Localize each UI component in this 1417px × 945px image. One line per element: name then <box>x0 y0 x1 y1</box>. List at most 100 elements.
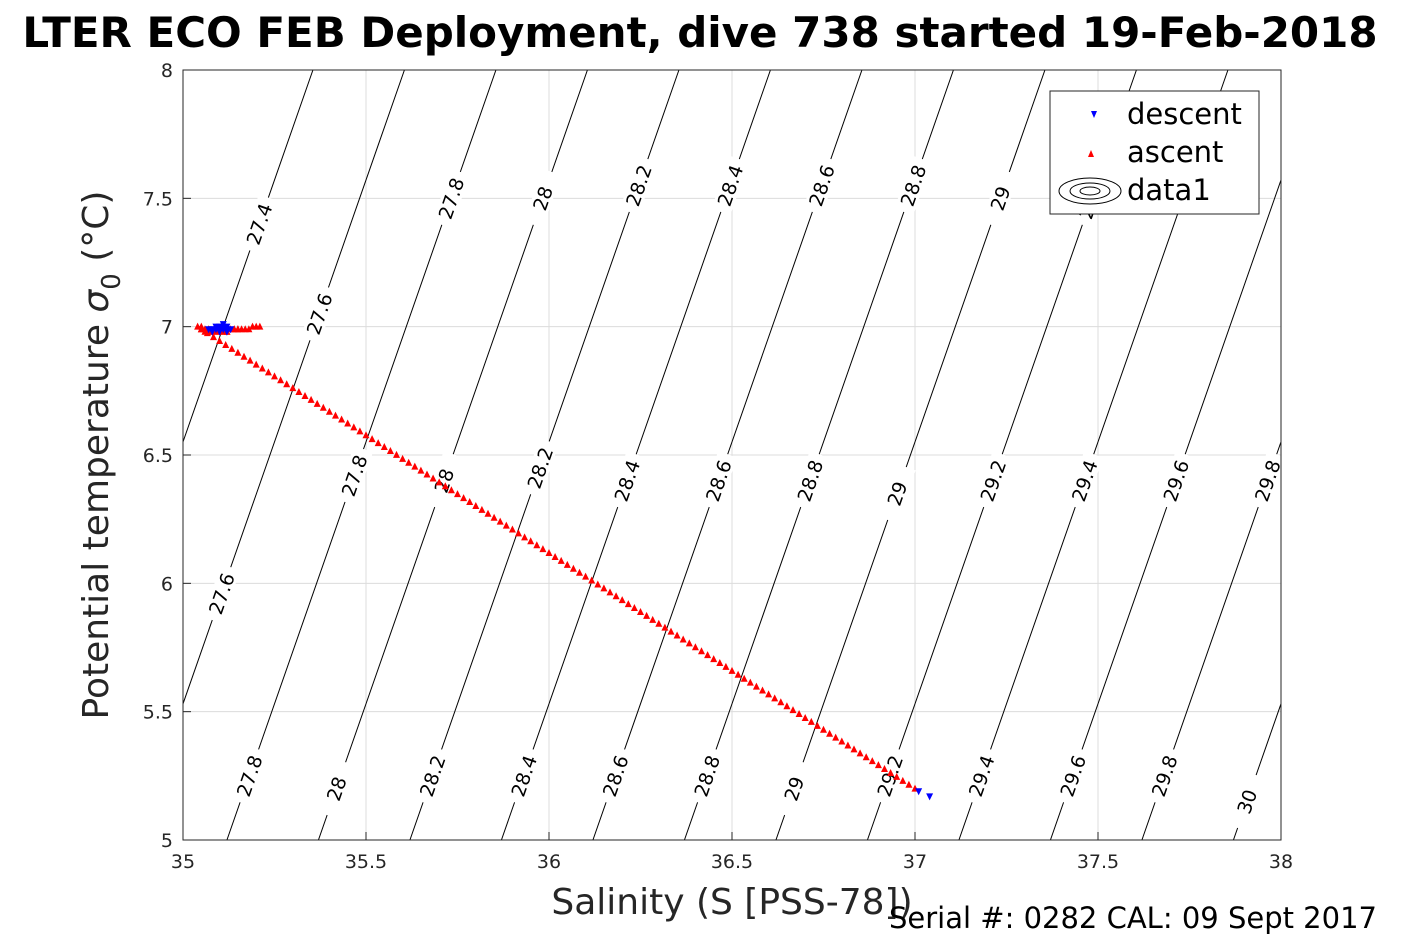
ascent-point <box>527 537 535 545</box>
ascent-point <box>551 552 559 560</box>
ascent-point <box>844 741 852 749</box>
contour-label-bg <box>981 168 1019 229</box>
ascent-point <box>484 509 492 517</box>
ascent-point <box>667 627 675 635</box>
x-tick-label: 36.5 <box>711 851 753 873</box>
descent-series <box>205 321 934 801</box>
x-tick-label: 35.5 <box>345 851 387 873</box>
y-axis-label-sub: 0 <box>97 273 127 290</box>
ascent-point <box>447 486 455 494</box>
ascent-point <box>685 639 693 647</box>
ascent-point <box>612 592 620 600</box>
ascent-point <box>655 619 663 627</box>
ascent-point <box>893 772 901 780</box>
ascent-point <box>643 611 651 619</box>
ascent-point <box>826 729 834 737</box>
ascent-point <box>838 737 846 745</box>
contour-label-bg <box>1228 771 1266 832</box>
contour-label-bg <box>335 445 373 506</box>
contour-label-bg <box>505 746 543 806</box>
ascent-point <box>850 745 858 753</box>
contour-label-bg <box>1145 746 1184 806</box>
ascent-point <box>722 662 730 670</box>
ascent-point <box>582 572 590 580</box>
y-tick-label: 8 <box>161 60 173 82</box>
ascent-point <box>557 556 565 564</box>
legend-ascent-label: ascent <box>1127 135 1223 169</box>
contour-label-bg <box>596 746 635 806</box>
contour-label-bg <box>230 746 269 806</box>
ascent-point <box>789 706 797 714</box>
contour-label-bg <box>1248 450 1287 511</box>
y-tick-label: 5.5 <box>143 702 173 724</box>
legend-ascent-marker <box>1088 150 1094 157</box>
ascent-point <box>277 376 285 384</box>
contour-label-bg <box>974 450 1012 511</box>
ascent-point <box>606 588 614 596</box>
ascent-point <box>521 533 529 541</box>
contour-label-bg <box>523 168 562 229</box>
contour-label-bg <box>317 758 356 819</box>
ascent-point <box>258 364 266 372</box>
ascent-point <box>673 631 681 639</box>
ascent-point <box>624 600 632 608</box>
ascent-point <box>368 435 376 443</box>
y-tick-label: 5 <box>161 830 173 852</box>
contour-label-bg <box>300 284 338 344</box>
ascent-point <box>386 446 394 454</box>
contour-label-bg <box>202 563 241 624</box>
contour-label-bg <box>521 438 559 498</box>
contour-label-bg <box>608 450 646 511</box>
ascent-point <box>740 674 748 682</box>
ascent-point <box>630 604 638 612</box>
contour-label-bg <box>1065 450 1104 511</box>
ascent-point <box>594 580 602 588</box>
ascent-point <box>332 411 339 419</box>
x-tick-label: 38 <box>1269 851 1293 873</box>
descent-point <box>208 328 216 336</box>
ascent-point <box>338 415 346 423</box>
y-tick-label: 6.5 <box>143 445 173 467</box>
ascent-point <box>771 694 779 702</box>
ascent-point <box>746 678 754 686</box>
ascent-point <box>856 749 864 757</box>
ascent-point <box>362 431 370 439</box>
ascent-point <box>728 666 736 674</box>
ascent-point <box>881 765 888 773</box>
legend-descent-label: descent <box>1127 97 1242 131</box>
contour-label-bg <box>802 155 841 216</box>
ascent-point <box>344 419 352 427</box>
ascent-point <box>637 607 644 615</box>
ascent-point <box>429 474 437 482</box>
ascent-point <box>454 490 461 498</box>
ascent-point <box>777 698 785 706</box>
ascent-point <box>905 780 913 788</box>
ascent-point <box>319 403 327 411</box>
ascent-point <box>252 360 260 368</box>
contour-label-bg <box>1054 746 1092 806</box>
ascent-point <box>289 384 297 392</box>
ascent-point <box>411 462 419 470</box>
descent-point <box>227 326 235 334</box>
contour-line <box>1232 702 1281 840</box>
ascent-point <box>569 564 577 572</box>
contour-label-bg <box>432 168 470 229</box>
ascent-point <box>307 395 315 403</box>
ascent-point <box>374 439 382 447</box>
ascent-point <box>734 670 742 678</box>
contour-label-bg <box>711 155 749 216</box>
ascent-point <box>245 325 253 333</box>
ascent-point <box>832 733 840 741</box>
ascent-point <box>325 407 333 415</box>
y-axis-label: Potential temperature σ0 (°C) <box>76 191 127 720</box>
legend-contour-label: data1 <box>1127 173 1211 207</box>
ascent-point <box>600 584 608 592</box>
x-tick-label: 37.5 <box>1077 851 1119 873</box>
contour-label-bg <box>619 155 658 216</box>
ascent-point <box>759 686 766 694</box>
ascent-point <box>795 710 803 718</box>
ascent-point <box>576 568 583 576</box>
ascent-point <box>460 494 468 502</box>
descent-point <box>219 323 227 331</box>
